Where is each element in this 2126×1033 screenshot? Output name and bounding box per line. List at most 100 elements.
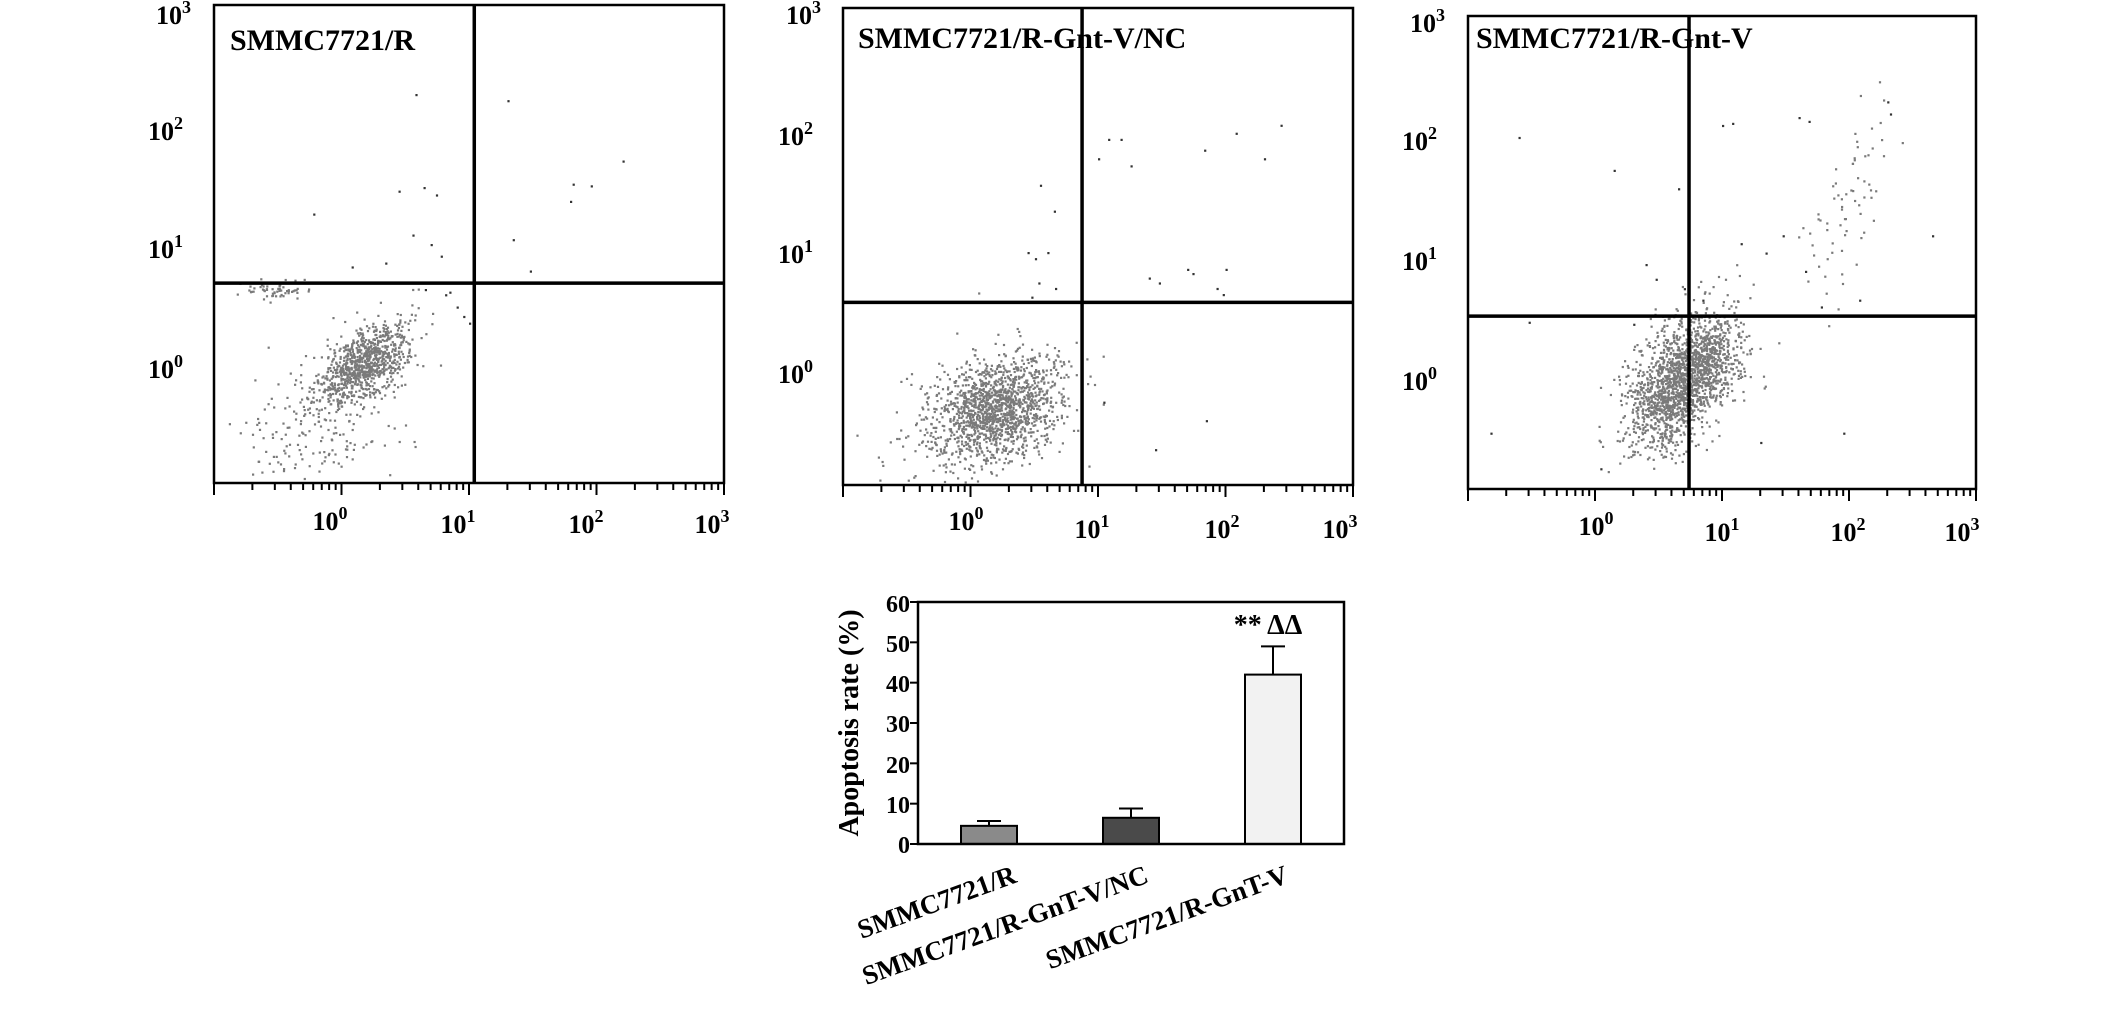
scatter-point-2-921 [924, 416, 927, 419]
scatter-point-3-1375 [1635, 410, 1638, 413]
scatter-point-2-499 [1023, 410, 1027, 413]
scatter-point-1-696 [376, 344, 379, 347]
scatter-point-2-621 [1021, 402, 1024, 405]
scatter-point-3-1071 [1660, 398, 1663, 401]
scatter-point-3-117 [1641, 412, 1644, 415]
scatter-point-3-523 [1640, 381, 1643, 384]
scatter-point-2-555 [922, 408, 925, 411]
scatter-point-3-221 [1648, 390, 1651, 394]
scatter-point-3-1031 [1665, 341, 1669, 344]
scatter-point-2-363 [1045, 401, 1048, 404]
scatter-point-2-93 [965, 447, 968, 450]
scatter-point-1-277 [350, 366, 353, 369]
scatter-point-3-1102 [1654, 423, 1657, 426]
scatter-point-1-244 [329, 367, 332, 370]
scatter-point-3-1259 [1648, 341, 1651, 344]
scatter-point-3-1285 [1670, 342, 1673, 345]
scatter-point-3-996 [1675, 383, 1678, 386]
scatter-point-2-283 [982, 413, 985, 416]
scatter-point-2-1003 [990, 434, 993, 437]
scatter-point-3-781 [1725, 338, 1728, 341]
scatter-point-3-892 [1703, 369, 1706, 372]
scatter-point-1-446 [373, 338, 377, 341]
scatter-point-1-813 [391, 378, 394, 381]
scatter-point-2-217 [930, 432, 933, 435]
scatter-point-1-923 [397, 386, 400, 389]
scatter-point-3-435 [1749, 352, 1752, 355]
scatter-point-2-1161 [979, 424, 982, 427]
scatter-point-2-567 [950, 463, 953, 466]
scatter-point-1-239 [326, 338, 329, 341]
scatter-point-2-990 [998, 410, 1001, 413]
scatter-point-1-974 [304, 434, 307, 437]
scatter-point-1-350 [332, 375, 335, 378]
scatter-point-2-818 [951, 452, 954, 455]
scatter-point-3-720 [1672, 403, 1675, 407]
scatter-point-1-453 [394, 333, 397, 336]
scatter-point-2-1146 [995, 444, 998, 447]
x-tick-label-3-3: 103 [1945, 514, 1980, 547]
scatter-point-3-271 [1681, 410, 1684, 414]
scatter-point-2-344 [979, 378, 982, 381]
scatter-point-2-562 [1021, 426, 1024, 429]
scatter-point-3-1867 [1724, 378, 1727, 381]
scatter-point-1-949 [346, 448, 349, 451]
scatter-point-2-692 [1072, 429, 1076, 432]
scatter-point-2-581 [965, 401, 968, 404]
scatter-point-3-756 [1700, 353, 1703, 357]
scatter-point-3-1651 [1711, 327, 1714, 330]
scatter-point-1-1059 [299, 423, 302, 426]
scatter-point-2-664 [1001, 394, 1004, 397]
scatter-point-2-1468 [968, 439, 971, 442]
scatter-point-3-952 [1736, 359, 1739, 362]
scatter-point-3-1074 [1713, 352, 1716, 356]
x-tick-label-1-0: 100 [313, 503, 348, 536]
y-tick-base-2-3: 10 [786, 1, 812, 30]
scatter-point-2-1128 [1048, 425, 1051, 428]
scatter-point-2-405 [1059, 360, 1062, 363]
scatter-point-3-1088 [1675, 421, 1679, 424]
scatter-point-3-659 [1670, 386, 1673, 389]
scatter-point-3-1458 [1721, 404, 1724, 407]
scatter-point-2-374 [1041, 377, 1044, 380]
scatter-point-2-690 [1068, 360, 1071, 363]
scatter-point-2-1366 [1024, 436, 1027, 439]
scatter-point-3-391 [1717, 335, 1720, 338]
scatter-point-2-23 [1058, 391, 1061, 394]
scatter-point-2-734 [930, 440, 933, 443]
scatter-point-2-866 [964, 384, 967, 387]
scatter-point-2-1420 [990, 471, 993, 474]
scatter-point-1-989 [323, 451, 326, 454]
scatter-point-2-1524 [896, 437, 899, 441]
scatter-point-1-661 [376, 347, 379, 350]
scatter-point-1-999 [313, 356, 316, 359]
scatter-point-3-1489 [1664, 399, 1668, 402]
scatter-point-1-1169 [424, 289, 427, 292]
scatter-point-1-971 [308, 430, 311, 433]
svg-text:102: 102 [569, 506, 604, 539]
scatter-point-3-1869 [1690, 340, 1693, 344]
scatter-point-3-1834 [1740, 346, 1743, 349]
scatter-point-3-306 [1680, 317, 1683, 320]
scatter-point-1-853 [363, 370, 366, 373]
scatter-point-3-1960 [1879, 121, 1882, 125]
scatter-point-3-1677 [1717, 379, 1720, 382]
scatter-point-3-843 [1655, 394, 1658, 398]
scatter-point-2-706 [1008, 426, 1011, 429]
scatter-point-3-167 [1618, 383, 1621, 386]
scatter-point-3-742 [1690, 432, 1693, 435]
scatter-point-1-865 [364, 354, 367, 357]
scatter-point-1-844 [338, 349, 341, 352]
scatter-point-3-861 [1664, 391, 1667, 394]
scatter-point-1-899 [362, 392, 365, 395]
scatter-point-3-596 [1628, 389, 1631, 392]
scatter-point-3-1872 [1673, 331, 1676, 334]
scatter-point-3-1162 [1701, 378, 1704, 381]
scatter-point-2-1362 [991, 386, 995, 389]
scatter-point-1-1034 [304, 355, 308, 358]
scatter-point-2-448 [961, 373, 964, 376]
scatter-point-2-1444 [955, 430, 958, 433]
scatter-point-3-658 [1653, 395, 1656, 399]
scatter-point-1-747 [369, 354, 372, 357]
scatter-point-3-1607 [1678, 406, 1681, 409]
